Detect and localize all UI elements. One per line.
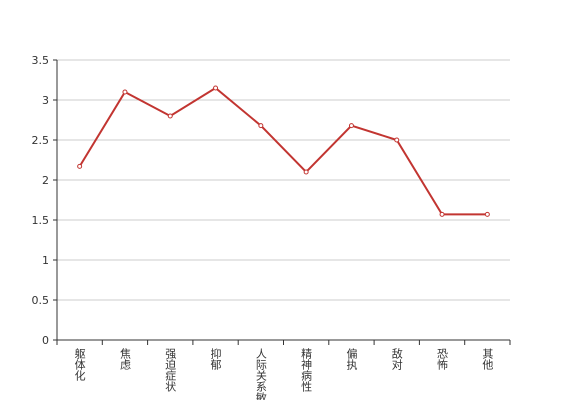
x-tick-label: 躯体化 [73,348,86,382]
point [303,169,309,175]
y-tick-label: 2.5 [32,134,50,147]
y-tick-label: 0.5 [32,294,50,307]
x-tick-label: 偏执 [345,347,358,371]
y-tick-label: 3 [42,94,49,107]
y-tick-label: 2 [42,174,49,187]
point [484,211,490,217]
point [77,163,83,169]
x-tick-label: 敌对 [390,347,403,370]
line [78,86,488,216]
x-tick-label: 精神病性 [300,348,313,393]
y-tick-label: 3.5 [32,54,50,67]
point [213,85,219,91]
point [167,113,173,119]
point [122,89,128,95]
x-tick-label: 其他 [481,348,494,370]
point [439,211,445,217]
y-tick-label: 1 [42,254,49,267]
x-tick-label: 强迫症状 [164,348,177,392]
y-tick-label: 0 [42,334,49,347]
x-tick-label: 人际关系敏感 [254,348,267,400]
point [348,123,354,129]
x-tick-label: 恐怖 [436,348,449,370]
y-tick-label: 1.5 [32,214,50,227]
point [394,137,400,143]
point [258,123,264,129]
x-tick-label: 焦虑 [118,348,131,370]
x-tick-label: 抑郁 [209,347,222,370]
